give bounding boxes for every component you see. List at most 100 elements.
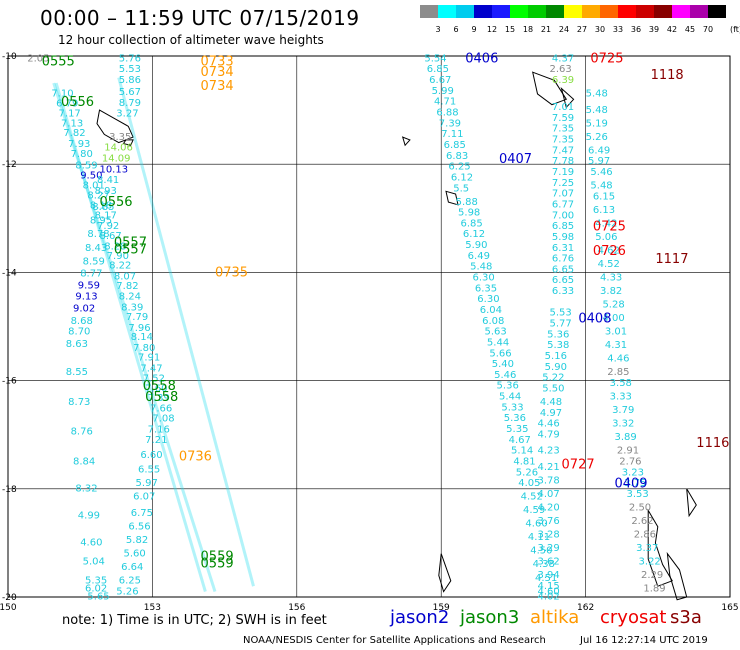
wave-height-label: 7.00 — [552, 210, 574, 221]
land-outline — [122, 139, 134, 146]
wave-height-label: 4.48 — [540, 397, 562, 408]
wave-height-label: 5.90 — [545, 362, 567, 373]
wave-height-label: 5.48 — [586, 105, 608, 116]
y-tick-label: -10 — [2, 52, 17, 62]
y-tick-label: -16 — [2, 377, 17, 387]
color-scale-label: 6 — [453, 25, 459, 34]
pass-time-label: 0733 — [201, 54, 234, 69]
wave-height-label: 14.09 — [102, 153, 131, 164]
wave-height-label: 8.01 — [83, 181, 105, 192]
pass-time-label: 0409 — [614, 476, 647, 491]
color-scale-unit: (ft) — [730, 25, 740, 34]
wave-height-label: 5.26 — [116, 586, 138, 597]
wave-height-label: 5.5 — [453, 183, 469, 194]
y-tick-label: -18 — [2, 485, 17, 495]
color-swatch — [564, 5, 582, 18]
wave-height-label: 4.71 — [434, 97, 456, 108]
wave-height-label: 2.91 — [617, 446, 639, 457]
wave-height-label: 7.17 — [59, 109, 81, 120]
wave-height-label: 4.33 — [600, 273, 622, 284]
wave-height-label: 6.07 — [133, 492, 155, 503]
color-scale-label: 9 — [471, 25, 477, 34]
wave-height-label: 4.05 — [518, 478, 540, 489]
wave-height-label: 5.38 — [547, 340, 569, 351]
color-swatch — [420, 5, 438, 18]
wave-height-label: 5.22 — [542, 373, 564, 384]
pass-time-label: 0725 — [593, 219, 626, 234]
wave-height-label: 7.19 — [552, 167, 574, 178]
wave-height-label: 8.67 — [99, 231, 121, 242]
wave-height-label: 6.31 — [552, 243, 574, 254]
wave-height-label: 2.86 — [634, 529, 656, 540]
wave-height-label: 7.90 — [107, 251, 129, 262]
wave-height-label: 4.11 — [528, 532, 550, 543]
wave-height-label: 5.53 — [550, 308, 572, 319]
wave-height-label: 5.90 — [465, 240, 487, 251]
pass-time-label: 0558 — [145, 390, 178, 405]
wave-height-label: 6.56 — [128, 521, 150, 532]
color-scale-label: 12 — [486, 25, 498, 34]
pass-time-label: 0734 — [201, 65, 234, 80]
wave-height-label: 7.21 — [145, 435, 167, 446]
wave-height-label: 7.08 — [152, 414, 174, 425]
wave-height-label: 9.50 — [80, 170, 102, 181]
wave-height-label: 8.73 — [68, 397, 90, 408]
wave-height-label: 8.17 — [95, 210, 117, 221]
axis-ticks: 150 153 156 159 162 165 -10 -12 -14 -16 -18 -20 — [0, 52, 739, 613]
wave-height-label: 5.53 — [119, 64, 141, 75]
wave-height-label: 4.20 — [537, 502, 559, 513]
wave-height-label: 5.86 — [119, 75, 141, 86]
wave-height-label: 7.52 — [143, 374, 165, 385]
wave-height-label: 7.11 — [441, 129, 463, 140]
chart-note: note: 1) Time is in UTC; 2) SWH is in fe… — [62, 613, 327, 628]
color-scale-label: 27 — [576, 25, 588, 34]
wave-height-label: 2.85 — [607, 367, 629, 378]
wave-height-label: 6.04 — [480, 305, 502, 316]
wave-height-label: 5.16 — [545, 351, 567, 362]
y-tick-label: -20 — [2, 593, 17, 603]
land-outline — [401, 136, 411, 147]
wave-height-label: 5.66 — [489, 348, 511, 359]
x-tick-label: 165 — [721, 603, 738, 613]
wave-height-label: 1.89 — [643, 584, 665, 595]
wave-height-label: 8.24 — [119, 291, 141, 302]
wave-height-label: 4.23 — [537, 446, 559, 457]
pass-time-label: 0736 — [179, 449, 212, 464]
wave-height-label: 5.46 — [494, 370, 516, 381]
wave-height-label: 6.30 — [477, 294, 499, 305]
wave-height-label: 3.58 — [610, 378, 632, 389]
x-tick-label: 159 — [433, 603, 450, 613]
wave-height-label: 14.06 — [104, 143, 133, 154]
wave-height-label: 7.16 — [148, 425, 170, 436]
wave-height-label: 5.76 — [119, 53, 141, 64]
wave-height-label: 8.79 — [119, 98, 141, 109]
chart-title: 00:00 – 11:59 UTC 07/15/2019 — [40, 6, 360, 30]
color-swatch — [546, 5, 564, 18]
pass-time-label: 0735 — [215, 265, 248, 280]
wave-height-label: 3.28 — [537, 529, 559, 540]
pass-time-label: 0557 — [114, 243, 147, 258]
wave-height-label: 3.33 — [610, 392, 632, 403]
wave-height-label: 5.44 — [499, 392, 521, 403]
color-scale-label: 24 — [558, 25, 570, 34]
data-labels: 2.057.106.797.177.137.827.937.808.599.50… — [27, 52, 729, 603]
color-swatch — [690, 5, 708, 18]
wave-height-label: 2.29 — [641, 570, 663, 581]
wave-height-label: 8.76 — [71, 427, 93, 438]
wave-height-label: 5.46 — [590, 167, 612, 178]
wave-height-label: 3.75 — [624, 478, 646, 489]
wave-height-label: 5.48 — [586, 89, 608, 100]
wave-height-label: 6.08 — [482, 316, 504, 327]
wave-height-label: 7.92 — [97, 221, 119, 232]
legend-jason2: jason2 — [390, 607, 450, 628]
wave-height-label: 2.05 — [27, 53, 49, 64]
wave-height-label: 4.81 — [513, 456, 535, 467]
wave-height-label: 6.33 — [552, 286, 574, 297]
color-swatch — [474, 5, 492, 18]
pass-time-label: 0556 — [61, 95, 94, 110]
wave-height-label: 8.84 — [73, 456, 95, 467]
wave-height-label: 2.63 — [550, 64, 572, 75]
pass-time-label: 0557 — [114, 236, 147, 251]
wave-height-label: 6.75 — [131, 508, 153, 519]
wave-height-label: 9.59 — [78, 281, 100, 292]
